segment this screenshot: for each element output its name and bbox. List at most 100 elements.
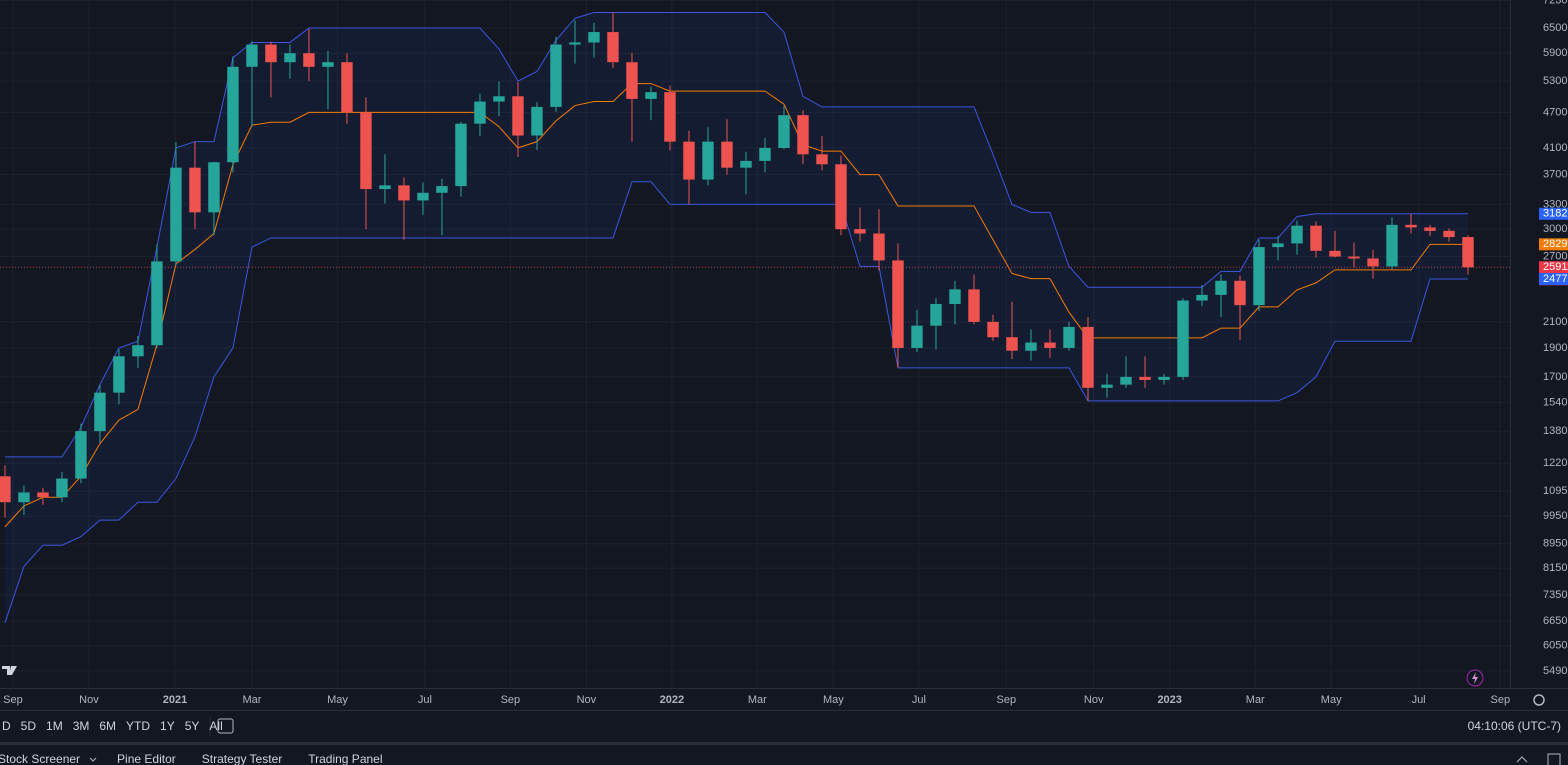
candle-body xyxy=(1386,224,1398,267)
y-tick-label: 59000.00 xyxy=(1543,47,1568,59)
clock: 04:10:06 (UTC-7) xyxy=(1468,719,1561,733)
y-tick-label: 27000.00 xyxy=(1543,250,1568,262)
candle-body xyxy=(740,160,752,168)
candle-body xyxy=(94,392,106,432)
panel-tab[interactable]: Strategy Tester xyxy=(202,752,282,765)
candle-body xyxy=(303,53,315,67)
candle-body xyxy=(1234,280,1246,306)
y-tick-label: 10950.00 xyxy=(1543,485,1568,497)
candle-body xyxy=(474,101,486,124)
candle-body xyxy=(56,478,68,498)
candle-body xyxy=(1367,258,1379,267)
y-tick-label: 13800.00 xyxy=(1543,425,1568,437)
candle-body xyxy=(683,141,695,180)
price-label: 25911.35 xyxy=(1543,261,1568,273)
price-label-box xyxy=(1539,238,1568,251)
x-tick-label: Mar xyxy=(1246,694,1265,706)
candle-body xyxy=(246,44,258,67)
y-tick-label: 8150.00 xyxy=(1543,562,1568,574)
calendar-icon[interactable] xyxy=(217,718,234,734)
candle-body xyxy=(151,261,163,346)
y-tick-label: 21000.00 xyxy=(1543,316,1568,328)
x-tick-label: Sep xyxy=(501,694,521,706)
y-tick-label: 19000.00 xyxy=(1543,342,1568,354)
x-tick-label: 2023 xyxy=(1157,694,1181,706)
logo-shape xyxy=(2,666,17,675)
candle-body xyxy=(1462,237,1474,268)
collapse-icon[interactable] xyxy=(1516,756,1528,763)
x-tick-label: Mar xyxy=(748,694,767,706)
candle-body xyxy=(1348,256,1360,259)
price-label: 28299.77 xyxy=(1543,238,1568,250)
candle-body xyxy=(284,53,296,63)
x-tick-label: 2021 xyxy=(163,694,187,706)
x-tick-label: May xyxy=(1321,694,1342,706)
y-tick-label: 17000.00 xyxy=(1543,371,1568,383)
candle-body xyxy=(1158,376,1170,380)
candle-body xyxy=(512,96,524,136)
y-tick-label: 30000.00 xyxy=(1543,223,1568,235)
x-tick-label: May xyxy=(327,694,348,706)
x-tick-label: Jul xyxy=(1412,694,1426,706)
candle-body xyxy=(227,66,239,163)
settings-icon[interactable] xyxy=(1533,694,1545,706)
candle-body xyxy=(569,42,581,45)
candle-body xyxy=(208,162,220,213)
candle-body xyxy=(1044,342,1056,348)
maximize-icon[interactable] xyxy=(1547,753,1561,765)
panel-tab[interactable]: Pine Editor xyxy=(117,752,176,765)
y-tick-label: 9950.00 xyxy=(1543,510,1568,522)
y-tick-label: 6650.00 xyxy=(1543,615,1568,627)
y-tick-label: 33000.00 xyxy=(1543,198,1568,210)
candle-body xyxy=(1215,280,1227,295)
channel-line xyxy=(4,83,1469,528)
range-button[interactable]: 5D xyxy=(21,719,37,733)
y-tick-label: 5490.00 xyxy=(1543,665,1568,677)
candle-body xyxy=(113,356,125,393)
range-button[interactable]: 5Y xyxy=(185,719,200,733)
range-button[interactable]: 6M xyxy=(99,719,116,733)
candle-body xyxy=(588,32,600,43)
dropdown-chevron xyxy=(89,757,97,762)
candle-body xyxy=(1424,227,1436,231)
x-tick-label: Nov xyxy=(79,694,99,706)
tv-logo xyxy=(2,666,17,675)
candle-body xyxy=(0,476,11,503)
candle-body xyxy=(1082,326,1094,388)
x-tick-label: Sep xyxy=(996,694,1016,706)
candle-body xyxy=(1272,243,1284,248)
candle-body xyxy=(360,112,372,190)
candle-body xyxy=(37,492,49,498)
range-button[interactable]: D xyxy=(2,719,11,733)
range-button[interactable]: YTD xyxy=(126,719,150,733)
lightning-bolt xyxy=(1472,672,1478,684)
y-tick-label: 8950.00 xyxy=(1543,538,1568,550)
candle-body xyxy=(1139,376,1151,380)
candle-body xyxy=(455,123,467,187)
range-button[interactable]: 1Y xyxy=(160,719,175,733)
candle-body xyxy=(1196,294,1208,301)
candle-body xyxy=(1120,376,1132,385)
x-tick-label: Nov xyxy=(577,694,597,706)
range-button[interactable]: All xyxy=(209,719,222,733)
x-tick-label: Nov xyxy=(1084,694,1104,706)
candle-body xyxy=(379,185,391,190)
lightning-icon[interactable] xyxy=(1466,669,1484,687)
candle-body xyxy=(854,229,866,234)
range-button[interactable]: 3M xyxy=(73,719,90,733)
candle-body xyxy=(1443,230,1455,238)
price-label-box xyxy=(1539,272,1568,285)
range-button[interactable]: 1M xyxy=(46,719,63,733)
candle-body xyxy=(968,289,980,322)
candle-body xyxy=(322,62,334,67)
candle-body xyxy=(892,260,904,348)
y-tick-label: 12200.00 xyxy=(1543,457,1568,469)
candle-body xyxy=(1177,300,1189,377)
panel-tab[interactable]: Stock Screener xyxy=(0,752,80,765)
candle-body xyxy=(987,321,999,338)
y-tick-label: 72300.00 xyxy=(1543,0,1568,6)
x-tick-label: May xyxy=(823,694,844,706)
panel-tab[interactable]: Trading Panel xyxy=(308,752,382,765)
x-tick-label: Jul xyxy=(418,694,432,706)
